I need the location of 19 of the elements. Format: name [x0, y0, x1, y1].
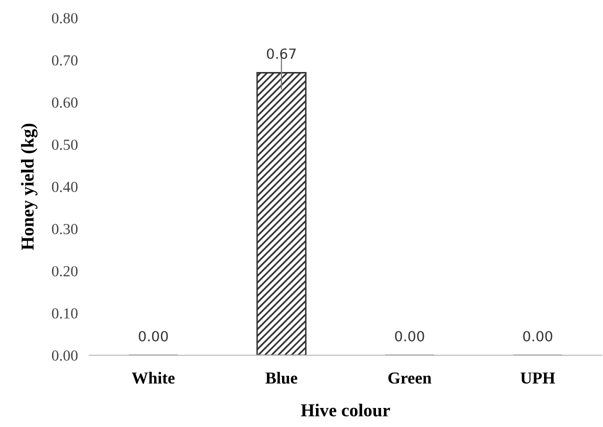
y-tick-label: 0.40 — [52, 182, 78, 192]
y-tick-label: 0.80 — [52, 13, 78, 24]
data-label: 0.00 — [395, 330, 424, 342]
y-tick-label: 0.20 — [52, 266, 78, 276]
y-tick-label: 0.60 — [52, 97, 78, 108]
y-tick-label: 0.30 — [52, 224, 78, 234]
y-tick-label: 0.50 — [52, 140, 78, 150]
y-tick-label: 0.00 — [52, 350, 78, 361]
x-tick-label: Blue — [266, 372, 298, 384]
x-axis-title: Hive colour — [300, 404, 390, 416]
y-tick-label: 0.70 — [52, 55, 78, 66]
data-label: 0.67 — [266, 48, 296, 59]
x-tick-label: Green — [388, 372, 432, 384]
x-tick-label: White — [132, 372, 175, 384]
x-tick-label: UPH — [520, 372, 556, 384]
y-tick-label: 0.10 — [52, 308, 78, 319]
y-axis-title: Honey yield (kg) — [20, 124, 38, 250]
data-label: 0.00 — [138, 330, 168, 342]
data-label: 0.00 — [523, 330, 552, 342]
